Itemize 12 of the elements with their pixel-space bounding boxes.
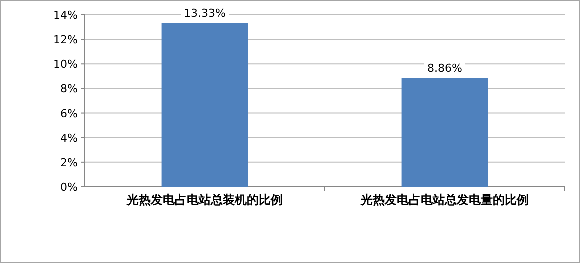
y-tick-label: 4% — [60, 132, 78, 145]
y-tick-label: 2% — [60, 156, 78, 170]
data-label: 13.33% — [184, 7, 226, 20]
y-tick-label: 14% — [54, 9, 78, 22]
x-tick-label: 光热发电占电站总发电量的比例 — [360, 193, 529, 207]
y-tick-label: 6% — [60, 107, 78, 120]
y-tick-label: 0% — [60, 181, 78, 194]
data-label: 8.86% — [428, 62, 462, 76]
y-tick-label: 12% — [54, 34, 78, 47]
y-tick-label: 8% — [60, 82, 78, 96]
x-tick-label: 光热发电占电站总装机的比例 — [126, 193, 283, 207]
y-tick-label: 10% — [54, 58, 78, 72]
